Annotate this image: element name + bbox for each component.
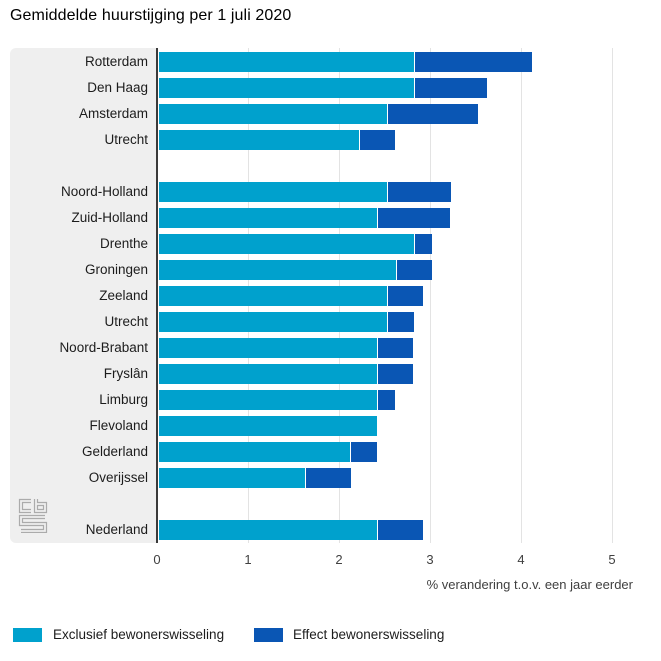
bar-segment-exclusief [159,286,387,306]
category-label: Noord-Brabant [59,340,148,355]
bar-segment-exclusief [159,182,387,202]
cbs-logo-b [33,499,48,514]
x-tick-label: 5 [608,552,616,567]
category-label: Overijssel [88,470,148,485]
category-label: Nederland [85,522,148,537]
category-label: Fryslân [103,366,148,381]
category-label: Zuid-Holland [71,210,148,225]
x-tick-label: 2 [335,552,343,567]
category-label: Noord-Holland [60,184,148,199]
bar-segment-exclusief [159,104,387,124]
category-label: Zeeland [99,288,148,303]
bar-segment-exclusief [159,208,377,228]
bar-segment-exclusief [159,468,305,488]
x-tick-label: 0 [153,552,161,567]
bar-segment-effect [415,52,532,72]
bar-segment-effect [378,364,413,384]
bar-segment-effect [378,390,395,410]
category-label-panel [10,48,157,543]
legend-label-exclusief: Exclusief bewonerswisseling [53,627,225,642]
bar-segment-exclusief [159,442,350,462]
bar-segment-exclusief [159,260,396,280]
category-label: Limburg [99,392,148,407]
bar-segment-exclusief [159,520,377,540]
bar-segment-exclusief [159,234,414,254]
category-label: Den Haag [87,80,148,95]
cbs-logo-c [18,498,31,514]
legend-label-effect: Effect bewonerswisseling [293,627,445,642]
category-label: Drenthe [99,236,148,251]
bar-segment-effect [388,182,451,202]
bar-segment-exclusief [159,416,377,436]
legend-swatch-effect [254,628,283,642]
bar-segment-effect [360,130,395,150]
bar-segment-effect [388,312,414,332]
x-tick-label: 1 [244,552,252,567]
bar-segment-effect [378,520,423,540]
bar-segment-exclusief [159,338,377,358]
category-label: Gelderland [81,444,148,459]
x-axis-title: % verandering t.o.v. een jaar eerder [426,577,633,592]
category-label: Rotterdam [84,54,148,69]
bar-segment-effect [415,234,432,254]
bar-segment-exclusief [159,78,414,98]
bar-segment-effect [351,442,377,462]
bar-segment-effect [397,260,432,280]
gridline-4 [521,48,522,543]
zero-axis-line [156,48,158,543]
category-label: Utrecht [104,132,148,147]
gridline-3 [430,48,431,543]
bar-segment-effect [378,338,413,358]
bar-segment-effect [415,78,487,98]
x-tick-label: 4 [517,552,525,567]
category-label: Utrecht [104,314,148,329]
bar-segment-exclusief [159,390,377,410]
bar-segment-effect [388,286,423,306]
gridline-5 [612,48,613,543]
cbs-logo [18,498,48,533]
bar-segment-effect [388,104,478,124]
bar-segment-effect [306,468,351,488]
bar-segment-exclusief [159,130,359,150]
category-label: Flevoland [89,418,148,433]
chart-title: Gemiddelde huurstijging per 1 juli 2020 [10,7,292,24]
category-label: Groningen [84,262,148,277]
legend-swatch-exclusief [13,628,42,642]
category-label: Amsterdam [78,106,148,121]
bar-segment-exclusief [159,52,414,72]
bar-segment-exclusief [159,364,377,384]
bar-segment-effect [378,208,450,228]
bar-segment-exclusief [159,312,387,332]
x-tick-label: 3 [426,552,434,567]
